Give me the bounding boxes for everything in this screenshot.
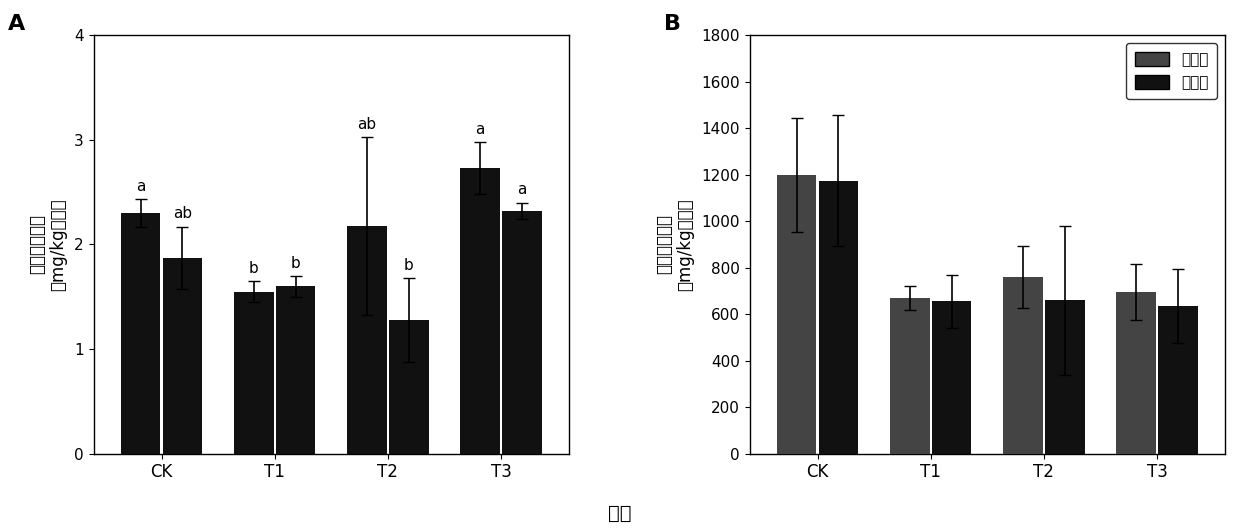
- Bar: [818, 181, 858, 454]
- Text: ab: ab: [172, 206, 192, 221]
- Text: B: B: [665, 14, 681, 34]
- Bar: [234, 291, 274, 454]
- Bar: [460, 168, 500, 454]
- Text: a: a: [517, 182, 527, 197]
- Y-axis label: 土壤总镉含量
（mg/kg干重）: 土壤总镉含量 （mg/kg干重）: [29, 198, 67, 291]
- Bar: [1003, 277, 1043, 454]
- Bar: [389, 320, 429, 454]
- Text: ab: ab: [357, 117, 377, 131]
- Bar: [162, 258, 202, 454]
- Bar: [1116, 292, 1156, 454]
- Bar: [1045, 300, 1085, 454]
- Text: b: b: [404, 258, 414, 272]
- Bar: [776, 175, 816, 454]
- Text: b: b: [291, 256, 300, 271]
- Bar: [890, 298, 930, 454]
- Bar: [275, 286, 315, 454]
- Y-axis label: 土壤总铅含量
（mg/kg干重）: 土壤总铅含量 （mg/kg干重）: [656, 198, 694, 291]
- Bar: [120, 213, 160, 454]
- Bar: [502, 211, 542, 454]
- Text: A: A: [9, 14, 25, 34]
- Bar: [347, 225, 387, 454]
- Text: a: a: [475, 122, 485, 137]
- Text: 品种: 品种: [609, 504, 631, 523]
- Bar: [1158, 306, 1198, 454]
- Text: b: b: [249, 261, 259, 276]
- Bar: [931, 301, 971, 454]
- Legend: 处理前, 处理后: 处理前, 处理后: [1126, 43, 1218, 99]
- Text: a: a: [136, 180, 145, 194]
